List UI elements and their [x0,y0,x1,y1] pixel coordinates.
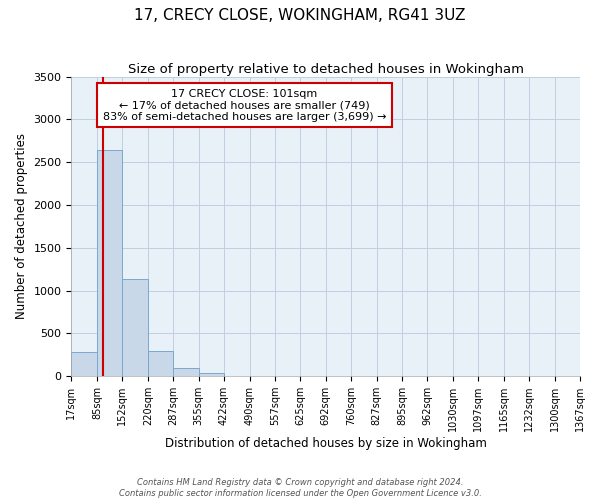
Text: Contains HM Land Registry data © Crown copyright and database right 2024.
Contai: Contains HM Land Registry data © Crown c… [119,478,481,498]
Bar [148,352,173,376]
Bar [199,373,224,376]
Bar [122,278,148,376]
Text: 17, CRECY CLOSE, WOKINGHAM, RG41 3UZ: 17, CRECY CLOSE, WOKINGHAM, RG41 3UZ [134,8,466,22]
Bar [173,368,199,376]
Bar [71,352,97,376]
Y-axis label: Number of detached properties: Number of detached properties [15,134,28,320]
Bar [97,150,122,376]
Text: 17 CRECY CLOSE: 101sqm
← 17% of detached houses are smaller (749)
83% of semi-de: 17 CRECY CLOSE: 101sqm ← 17% of detached… [103,88,386,122]
X-axis label: Distribution of detached houses by size in Wokingham: Distribution of detached houses by size … [165,437,487,450]
Title: Size of property relative to detached houses in Wokingham: Size of property relative to detached ho… [128,62,524,76]
